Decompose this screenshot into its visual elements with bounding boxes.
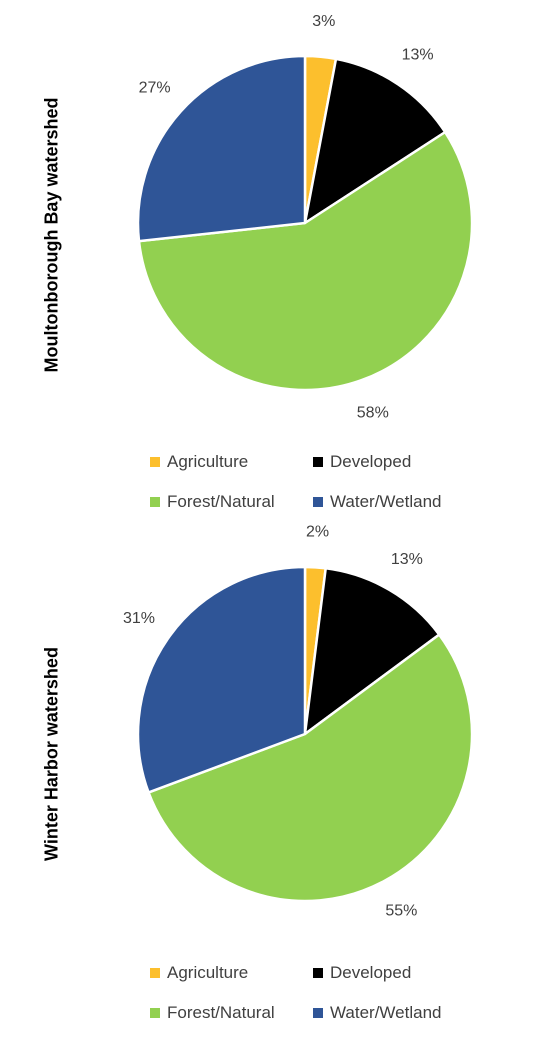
- legend-item-agriculture: Agriculture: [150, 452, 248, 472]
- legend-swatch-forest: [150, 497, 160, 507]
- pie-slice-forest: [137, 130, 474, 392]
- legend-swatch-agriculture: [150, 457, 160, 467]
- legend-swatch-agriculture: [150, 968, 160, 978]
- data-label-agriculture: 2%: [306, 524, 329, 541]
- legend-label: Forest/Natural: [167, 1003, 275, 1022]
- pie-slice-forest: [147, 633, 474, 903]
- legend-swatch-developed: [313, 457, 323, 467]
- legend-item-agriculture: Agriculture: [150, 963, 248, 983]
- legend-item-forest: Forest/Natural: [150, 1003, 275, 1023]
- data-label-forest: 58%: [357, 405, 389, 422]
- legend-label: Water/Wetland: [330, 492, 442, 511]
- pie-chart-moultonborough: Moultonborough Bay watershed 3% 13% 58% 27%…: [42, 13, 474, 512]
- legend-item-developed: Developed: [313, 963, 411, 983]
- legend-label: Water/Wetland: [330, 1003, 442, 1022]
- legend-item-water: Water/Wetland: [313, 492, 442, 512]
- legend-label: Agriculture: [167, 452, 249, 471]
- data-label-developed: 13%: [402, 47, 434, 64]
- pie-plot: 2% 13% 55% 31%: [123, 524, 474, 920]
- pie-slice-developed: [303, 57, 447, 225]
- legend-swatch-water: [313, 497, 323, 507]
- data-label-forest: 55%: [385, 903, 417, 920]
- legend-label: Agriculture: [167, 963, 249, 982]
- legend-label: Forest/Natural: [167, 492, 275, 511]
- legend-swatch-forest: [150, 1008, 160, 1018]
- pie-slice-developed: [303, 567, 441, 736]
- pie-chart-winter-harbor: Winter Harbor watershed 2% 13% 55% 31% Agri…: [0, 522, 550, 1044]
- data-label-water: 27%: [139, 79, 171, 96]
- data-label-developed: 13%: [391, 551, 423, 568]
- pie-slice-water: [136, 54, 307, 243]
- legend-swatch-developed: [313, 968, 323, 978]
- legend-item-forest: Forest/Natural: [150, 492, 275, 512]
- legend-label: Developed: [330, 452, 412, 471]
- legend-swatch-water: [313, 1008, 323, 1018]
- pie-slice-water: [136, 565, 307, 794]
- legend-label: Developed: [330, 963, 412, 982]
- pie-plot: 3% 13% 58% 27%: [136, 13, 474, 422]
- data-label-water: 31%: [123, 610, 155, 627]
- legend-item-water: Water/Wetland: [313, 1003, 442, 1023]
- data-label-agriculture: 3%: [312, 13, 335, 30]
- legend-item-developed: Developed: [313, 452, 411, 472]
